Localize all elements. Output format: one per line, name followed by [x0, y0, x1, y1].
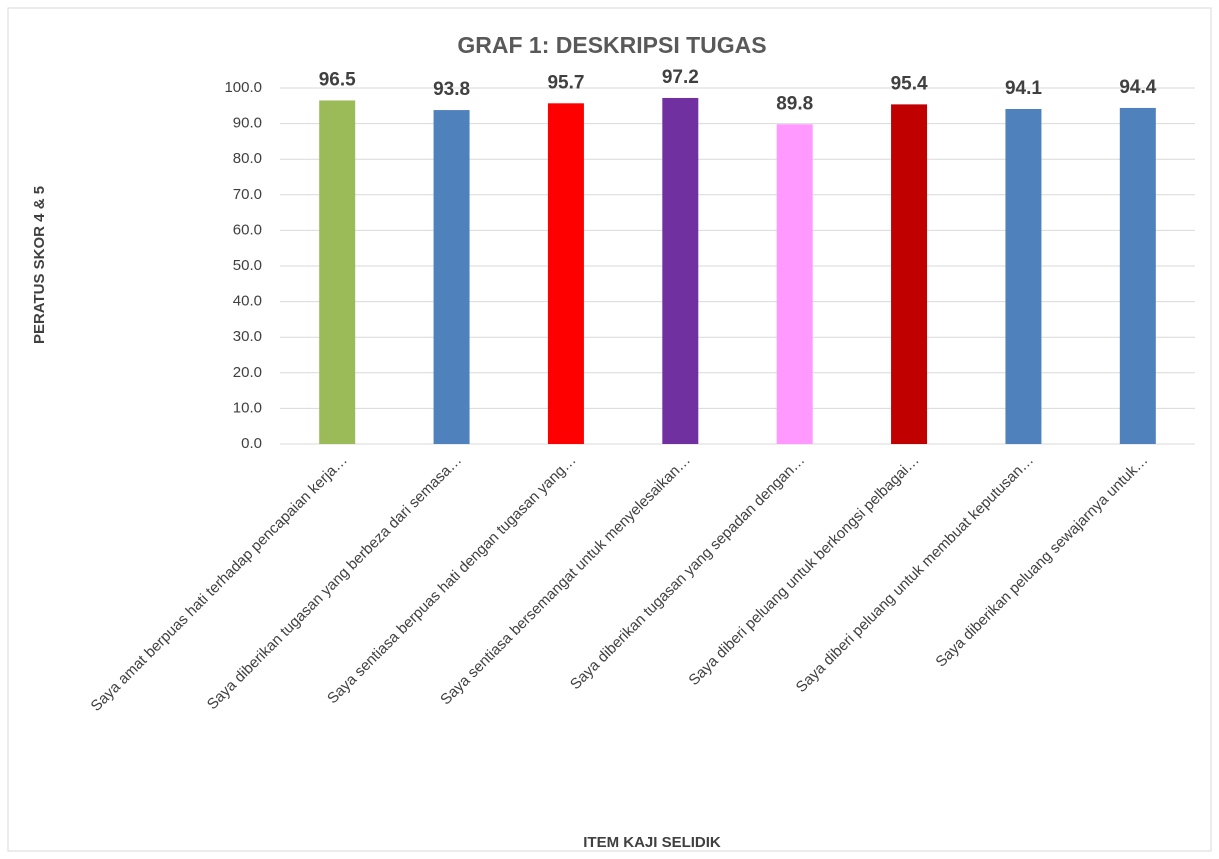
y-tick-label: 30.0: [233, 328, 262, 345]
bar: [433, 110, 470, 445]
y-tick-label: 20.0: [233, 364, 262, 381]
data-label: 95.7: [547, 72, 584, 93]
data-label: 96.5: [319, 69, 356, 90]
bar: [319, 100, 356, 445]
bar: [1119, 107, 1156, 444]
chart-title: GRAF 1: DESKRIPSI TUGAS: [457, 32, 766, 58]
y-tick-label: 90.0: [233, 115, 262, 132]
data-label: 93.8: [433, 79, 470, 100]
y-tick-label: 60.0: [233, 221, 262, 238]
data-label: 89.8: [776, 93, 813, 114]
data-label: 95.4: [891, 73, 928, 94]
bar: [547, 103, 584, 445]
y-tick-label: 80.0: [233, 150, 262, 167]
y-tick-label: 40.0: [233, 293, 262, 310]
data-label: 94.1: [1005, 78, 1042, 99]
y-tick-label: 10.0: [233, 399, 262, 416]
y-tick-label: 0.0: [241, 435, 262, 452]
bar: [891, 104, 928, 444]
bar: [776, 124, 813, 444]
y-tick-label: 100.0: [224, 79, 262, 96]
bar: [662, 97, 699, 444]
bar: [1005, 109, 1042, 444]
y-tick-label: 70.0: [233, 186, 262, 203]
y-axis-label: PERATUS SKOR 4 & 5: [31, 186, 48, 344]
data-label: 94.4: [1119, 77, 1156, 98]
x-axis-label: ITEM KAJI SELIDIK: [583, 834, 721, 851]
y-tick-label: 50.0: [233, 257, 262, 274]
data-label: 97.2: [662, 67, 699, 88]
